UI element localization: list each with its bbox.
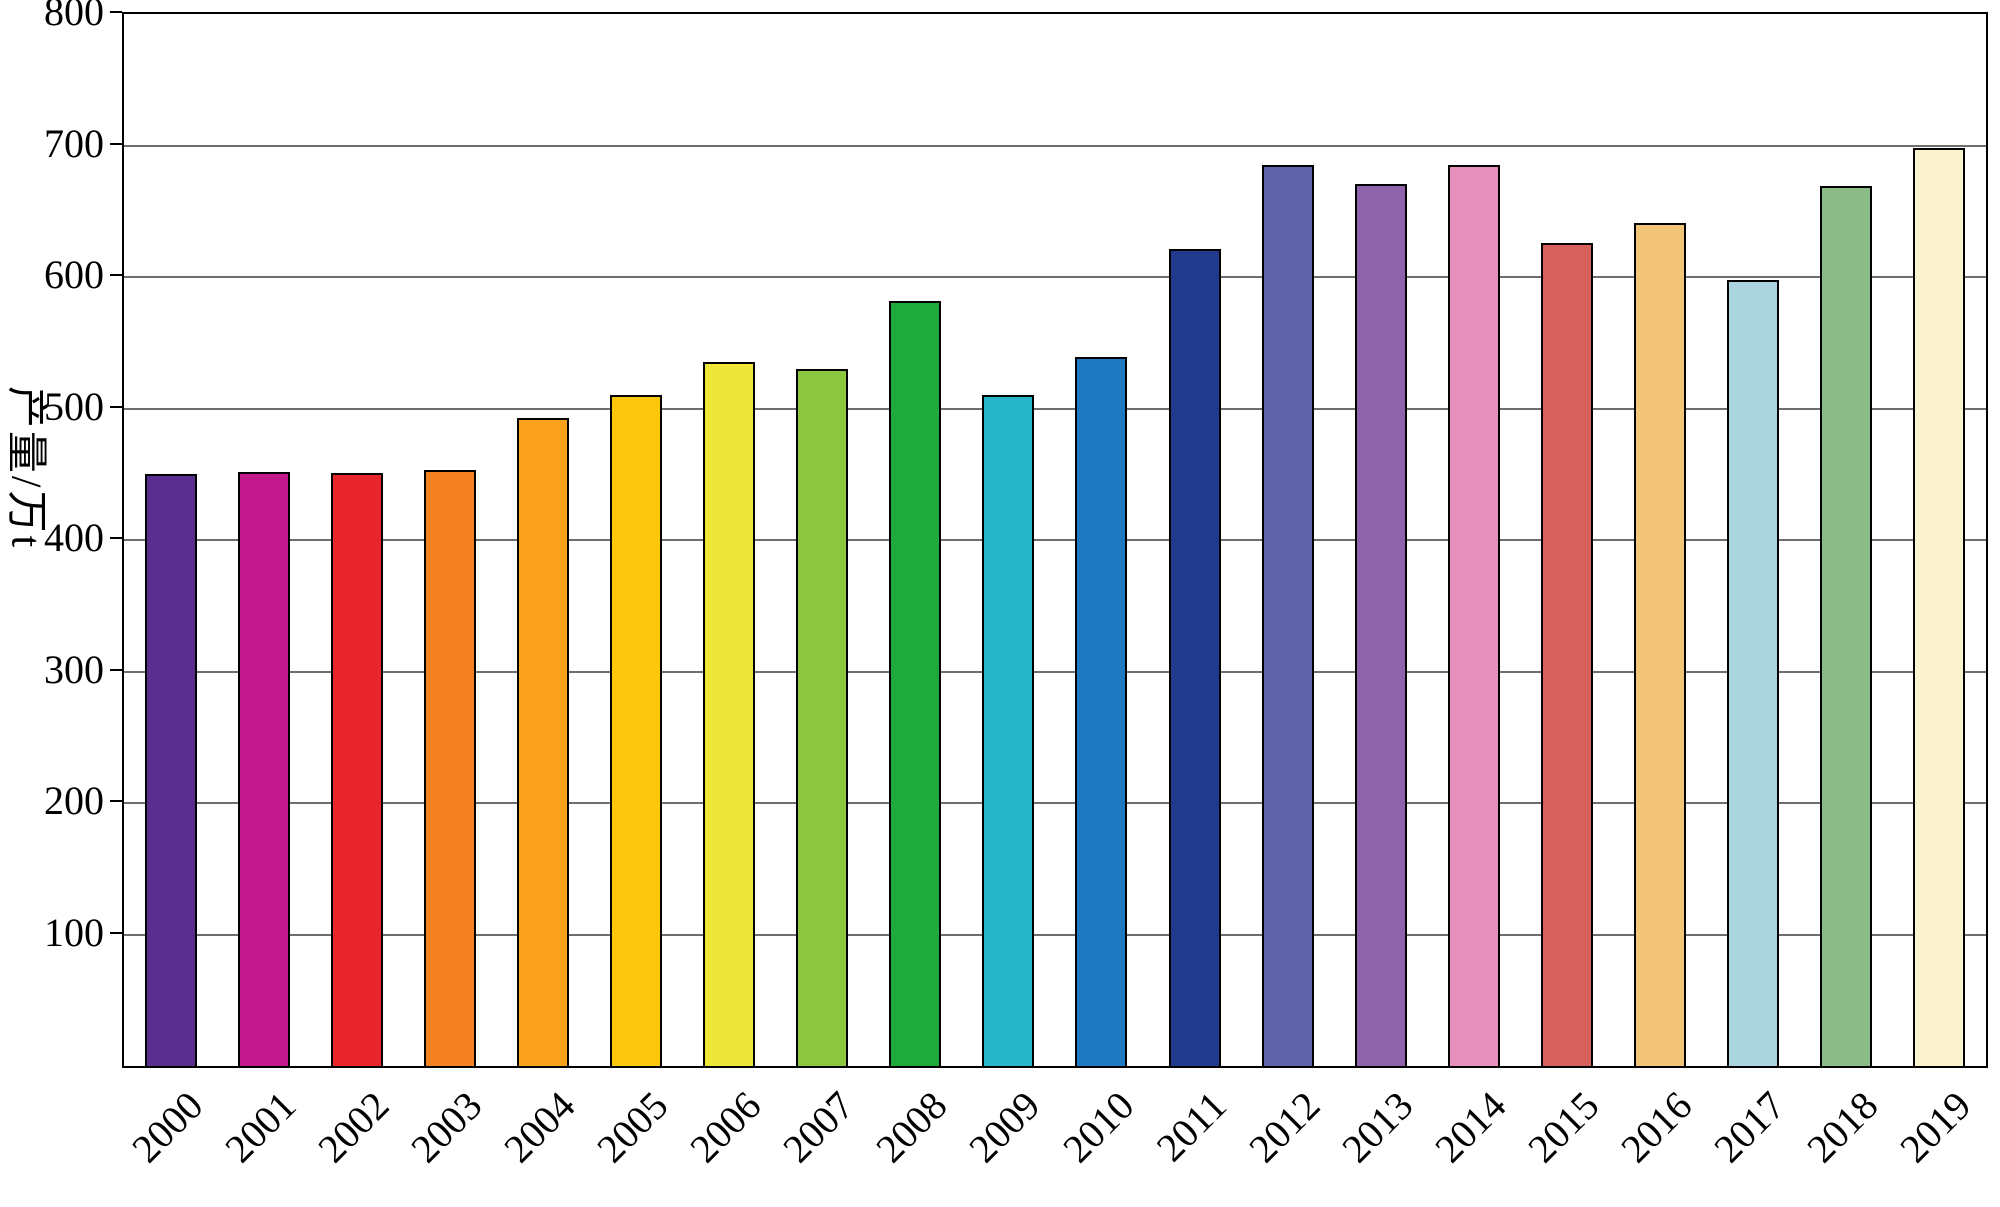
x-tick-label-2013: 2013	[1332, 1082, 1422, 1172]
x-tick-label-2014: 2014	[1426, 1082, 1515, 1172]
x-tick-label-2017: 2017	[1705, 1082, 1794, 1172]
bar-2011	[1168, 249, 1221, 1066]
bar-2000	[144, 474, 197, 1066]
x-tick-label-2006: 2006	[681, 1082, 770, 1172]
plot-area	[122, 12, 1988, 1068]
bar-slot-2013	[1334, 14, 1427, 1066]
bar-slot-2002	[310, 14, 403, 1066]
x-tick-label-2003: 2003	[401, 1082, 491, 1172]
bar-2009	[982, 395, 1035, 1066]
x-tick-label-2018: 2018	[1798, 1082, 1887, 1172]
x-tick-label-2008: 2008	[867, 1082, 956, 1172]
bar-2003	[423, 470, 476, 1066]
gridline-400	[124, 539, 1986, 541]
bar-2001	[237, 471, 290, 1066]
bar-2007	[796, 369, 849, 1066]
bar-2017	[1727, 279, 1780, 1066]
y-tick-mark-200	[110, 800, 122, 802]
x-tick-label-2005: 2005	[588, 1082, 677, 1172]
x-tick-label-2012: 2012	[1239, 1082, 1329, 1172]
y-tick-label-100: 100	[44, 909, 104, 955]
bar-2014	[1447, 165, 1500, 1066]
x-tick-label-2009: 2009	[960, 1082, 1049, 1172]
bar-2002	[330, 472, 383, 1066]
bar-2005	[610, 395, 663, 1066]
gridline-500	[124, 407, 1986, 410]
bar-slot-2015	[1520, 14, 1613, 1066]
bar-slot-2003	[403, 14, 496, 1066]
bar-2013	[1354, 183, 1407, 1066]
gridline-200	[124, 802, 1986, 804]
bar-2004	[516, 417, 569, 1066]
x-tick-label-2007: 2007	[774, 1082, 863, 1172]
bar-slot-2019	[1893, 14, 1986, 1066]
gridline-700	[124, 144, 1986, 147]
bar-slot-2011	[1148, 14, 1241, 1066]
x-tick-label-2001: 2001	[215, 1082, 305, 1172]
y-tick-mark-700	[110, 142, 122, 145]
bar-2018	[1820, 186, 1873, 1066]
y-tick-mark-100	[110, 931, 122, 934]
bar-slot-2017	[1707, 14, 1800, 1066]
bar-slot-2018	[1800, 14, 1893, 1066]
bar-slot-2000	[124, 14, 217, 1066]
bar-2019	[1913, 148, 1966, 1066]
y-tick-label-300: 300	[44, 646, 104, 692]
bar-slot-2006	[683, 14, 776, 1066]
bar-slot-2005	[589, 14, 682, 1066]
x-tick-label-2011: 2011	[1147, 1082, 1236, 1171]
bar-2008	[889, 300, 942, 1066]
bar-2015	[1540, 242, 1593, 1066]
x-tick-label-2010: 2010	[1053, 1082, 1143, 1172]
x-tick-label-2002: 2002	[308, 1082, 398, 1172]
bar-slot-2004	[496, 14, 589, 1066]
y-tick-mark-600	[110, 274, 122, 276]
gridline-600	[124, 276, 1986, 278]
x-tick-label-2000: 2000	[122, 1082, 212, 1172]
y-tick-mark-800	[110, 11, 122, 13]
bars-container	[124, 14, 1986, 1066]
bar-slot-2014	[1427, 14, 1520, 1066]
bar-slot-2007	[776, 14, 869, 1066]
bar-slot-2016	[1614, 14, 1707, 1066]
y-tick-label-600: 600	[44, 252, 104, 297]
y-tick-label-800: 800	[44, 0, 104, 34]
bar-slot-2010	[1055, 14, 1148, 1066]
x-tick-label-2016: 2016	[1612, 1082, 1701, 1172]
gridline-100	[124, 933, 1986, 936]
bar-slot-2012	[1241, 14, 1334, 1066]
y-tick-mark-300	[110, 668, 122, 671]
x-tick-label-2004: 2004	[495, 1082, 584, 1172]
bar-slot-2008	[869, 14, 962, 1066]
bar-2016	[1634, 223, 1687, 1066]
y-tick-label-200: 200	[44, 778, 104, 823]
bar-slot-2001	[217, 14, 310, 1066]
y-tick-label-700: 700	[44, 120, 104, 166]
y-tick-mark-500	[110, 405, 122, 408]
y-tick-label-500: 500	[44, 383, 104, 429]
x-tick-label-2015: 2015	[1519, 1082, 1608, 1172]
x-tick-label-2019: 2019	[1891, 1082, 1980, 1172]
gridline-300	[124, 670, 1986, 673]
bar-slot-2009	[962, 14, 1055, 1066]
bar-2006	[703, 362, 756, 1066]
y-tick-mark-400	[110, 537, 122, 539]
y-tick-label-400: 400	[44, 515, 104, 560]
bar-2012	[1261, 165, 1314, 1066]
bar-2010	[1075, 357, 1128, 1066]
